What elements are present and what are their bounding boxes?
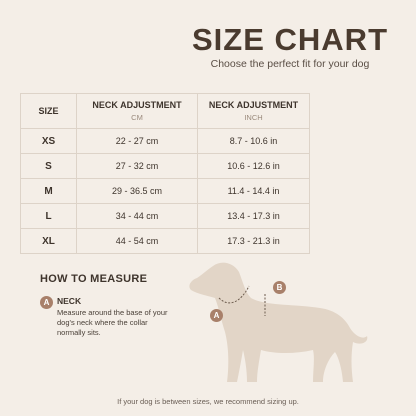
- table-cell: L: [20, 203, 77, 229]
- table-row: S 27 - 32 cm 10.6 - 12.6 in: [20, 153, 310, 179]
- table-cell: 34 - 44 cm: [76, 203, 198, 229]
- table-row: XS 22 - 27 cm 8.7 - 10.6 in: [20, 128, 310, 154]
- table-cell: 17.3 - 21.3 in: [197, 228, 310, 254]
- header-row: SIZE NECK ADJUSTMENT CM NECK ADJUSTMENT INCH: [20, 93, 310, 129]
- table-cell: XL: [20, 228, 77, 254]
- table-row: M 29 - 36.5 cm 11.4 - 14.4 in: [20, 178, 310, 204]
- table-cell: M: [20, 178, 77, 204]
- table-cell: XS: [20, 128, 77, 154]
- table-cell: 13.4 - 17.3 in: [197, 203, 310, 229]
- table-row: L 34 - 44 cm 13.4 - 17.3 in: [20, 203, 310, 229]
- table-cell: 44 - 54 cm: [76, 228, 198, 254]
- column-header: SIZE: [20, 93, 77, 129]
- dog-illustration: [189, 262, 368, 382]
- column-label: NECK ADJUSTMENT: [208, 100, 299, 110]
- table-cell: 11.4 - 14.4 in: [197, 178, 310, 204]
- column-header: NECK ADJUSTMENT CM: [76, 93, 198, 129]
- table-cell: 27 - 32 cm: [76, 153, 198, 179]
- title: SIZE CHART: [192, 22, 388, 57]
- item-label: NECK: [57, 296, 82, 306]
- marker: B: [273, 281, 286, 294]
- subtitle: Choose the perfect fit for your dog: [210, 58, 370, 70]
- table-cell: S: [20, 153, 77, 179]
- size-table: SIZE NECK ADJUSTMENT CM NECK ADJUSTMENT INCH…: [20, 93, 310, 254]
- table-body: XS 22 - 27 cm 8.7 - 10.6 in S 27 - 32 cm 10.6…: [20, 128, 310, 254]
- column-unit: INCH: [244, 113, 263, 122]
- column-header: NECK ADJUSTMENT INCH: [197, 93, 310, 129]
- dog-silhouette: [189, 262, 368, 382]
- table-cell: 10.6 - 12.6 in: [197, 153, 310, 179]
- column-label: NECK ADJUSTMENT: [92, 100, 182, 110]
- table-cell: 22 - 27 cm: [76, 128, 198, 154]
- item-description: Measure around the base of your dog's ne…: [57, 308, 168, 337]
- section-title: HOW TO MEASURE: [40, 273, 148, 285]
- footer-note: If your dog is between sizes, we recomme…: [117, 397, 299, 406]
- marker: A: [40, 296, 53, 309]
- marker: A: [210, 309, 223, 322]
- table-cell: 8.7 - 10.6 in: [197, 128, 310, 154]
- table-cell: 29 - 36.5 cm: [76, 178, 198, 204]
- column-label: SIZE: [38, 106, 59, 116]
- column-unit: CM: [131, 113, 143, 122]
- table-row: XL 44 - 54 cm 17.3 - 21.3 in: [20, 228, 310, 254]
